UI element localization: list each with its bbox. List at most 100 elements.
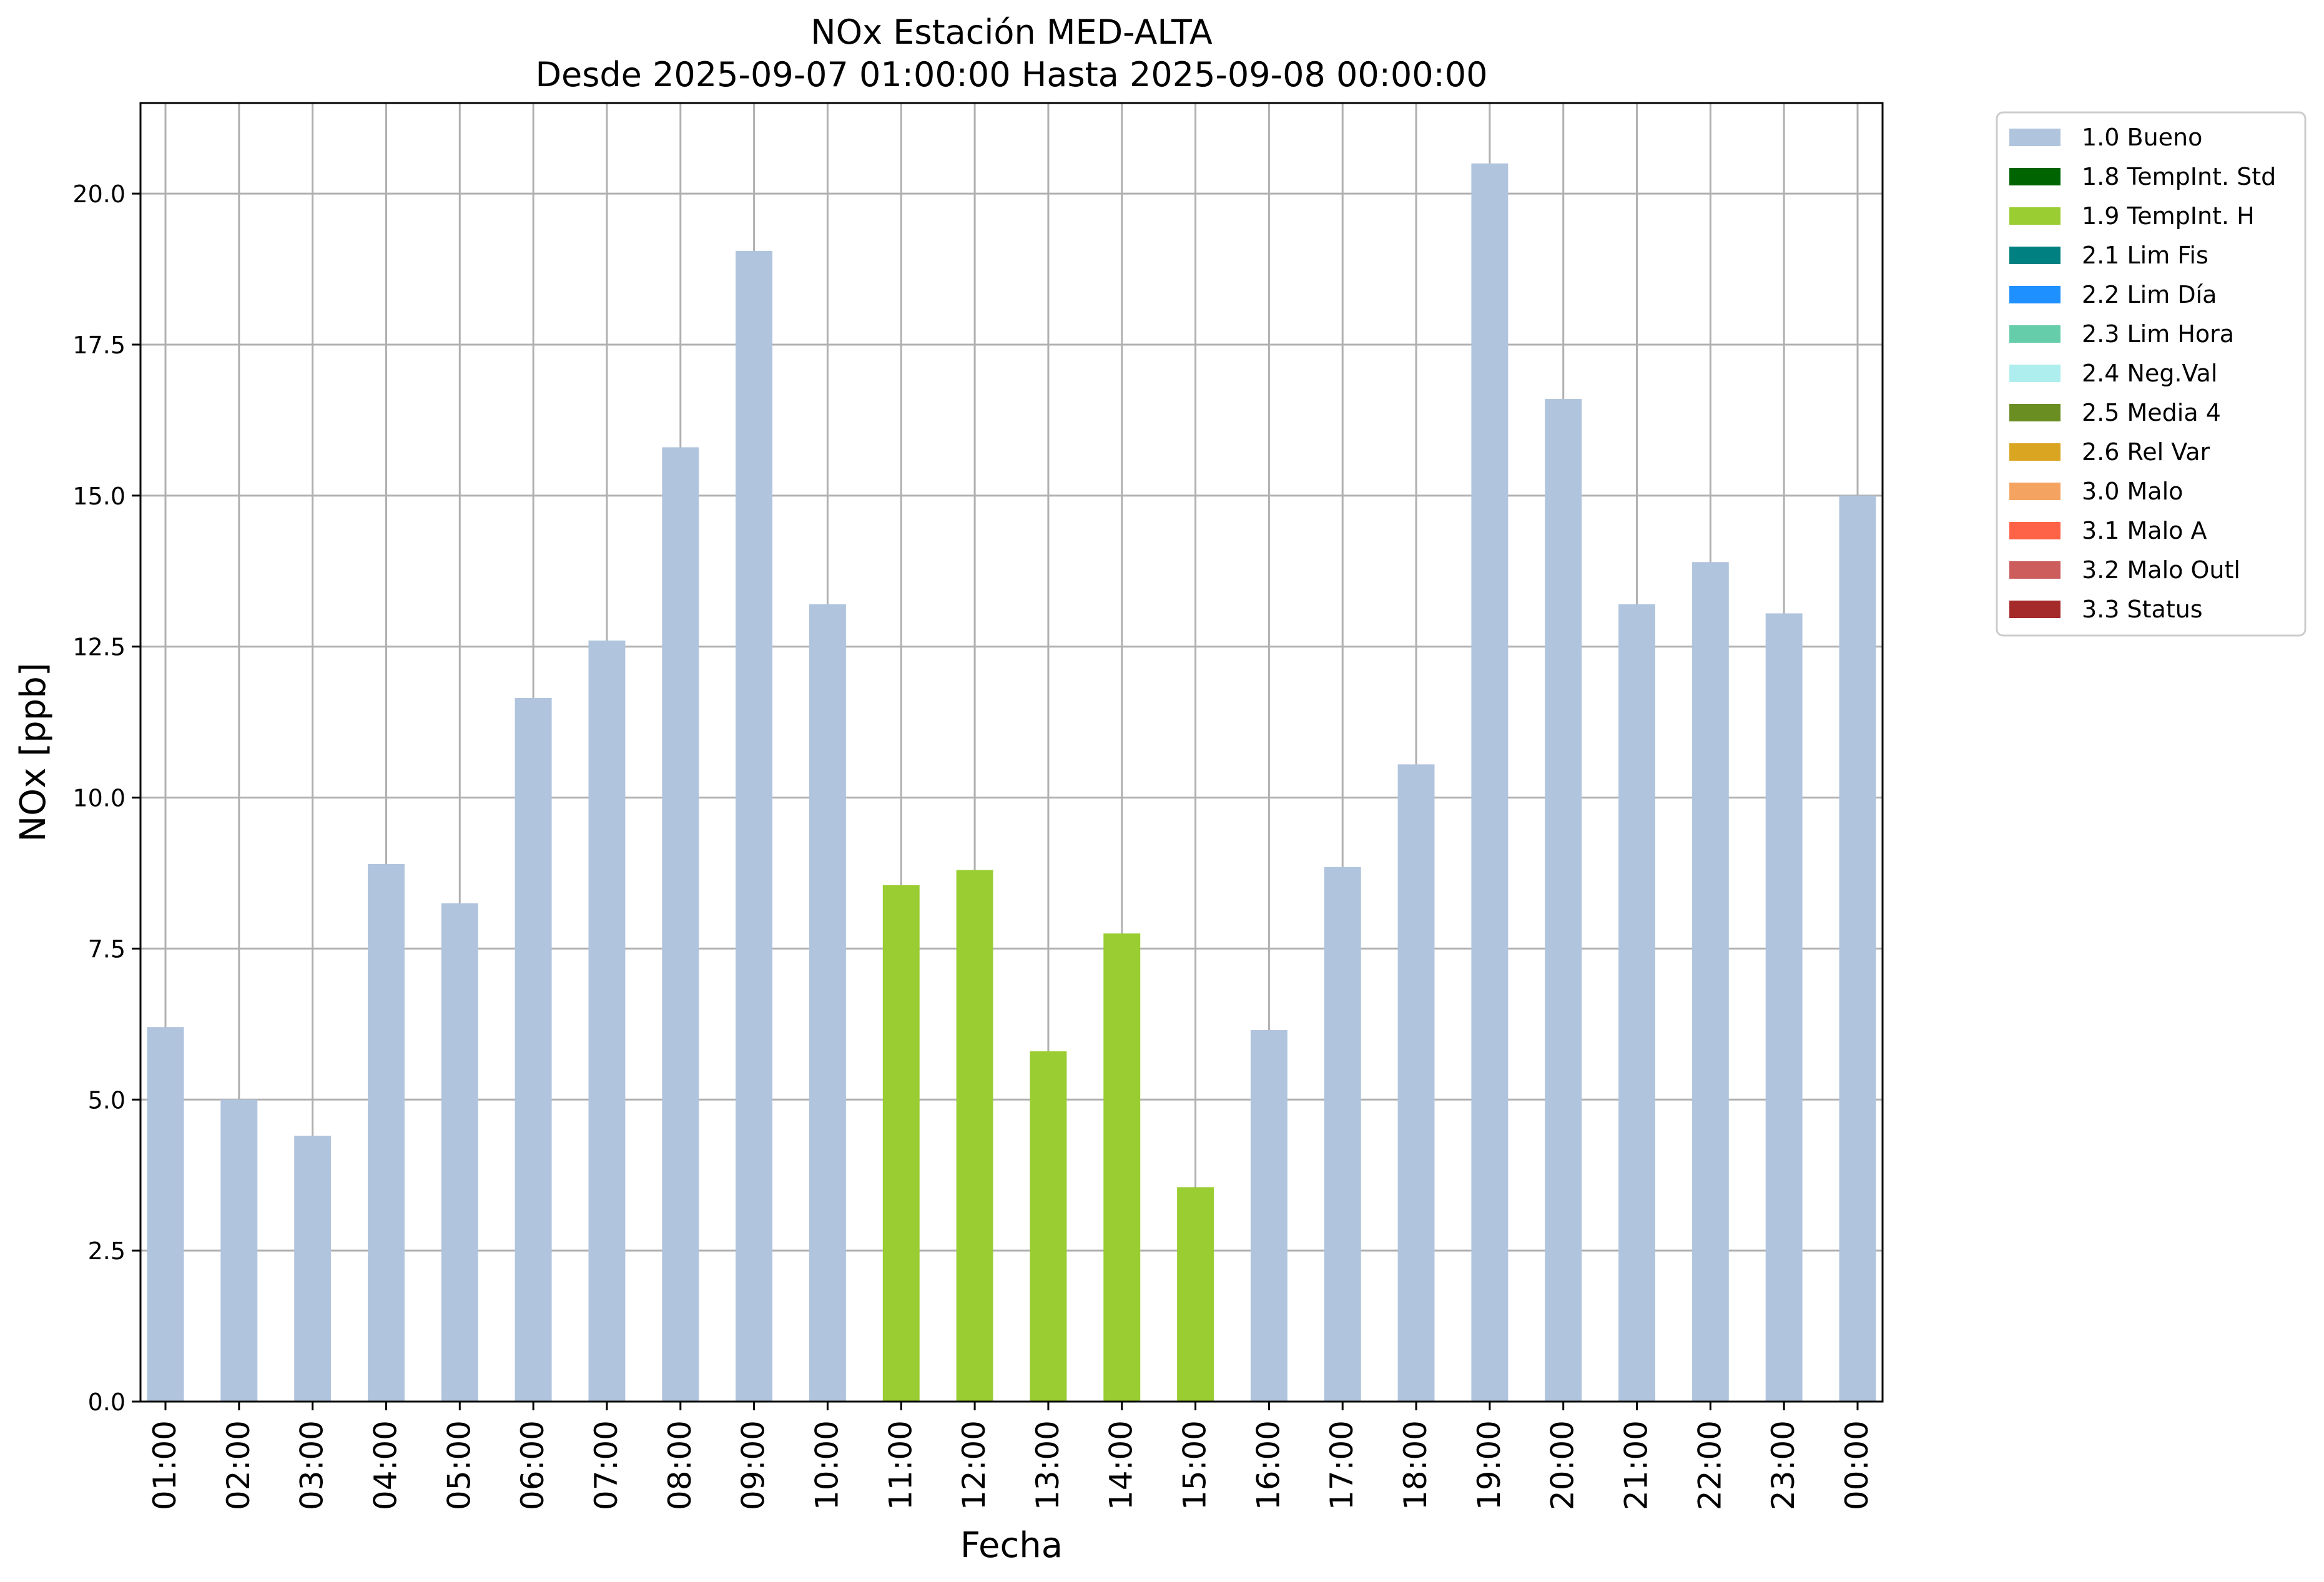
legend-swatch (2009, 365, 2061, 382)
x-tick-label: 08:00 (662, 1420, 698, 1510)
legend-item: 3.0 Malo (2009, 478, 2183, 505)
bar-2000 (1545, 399, 1582, 1402)
legend-swatch (2009, 561, 2061, 579)
legend-item: 2.3 Lim Hora (2009, 320, 2234, 348)
legend-label: 3.1 Malo A (2082, 517, 2207, 544)
x-tick-label: 12:00 (956, 1420, 992, 1510)
legend-items: 1.0 Bueno 1.8 TempInt. Std 1.9 TempInt. H 2… (2009, 124, 2276, 623)
legend-item: 1.8 TempInt. Std (2009, 163, 2276, 190)
x-tick-label: 19:00 (1471, 1420, 1507, 1510)
bar-2100 (1618, 604, 1655, 1402)
x-tick-label: 21:00 (1618, 1420, 1655, 1510)
y-tick-label: 2.5 (88, 1237, 126, 1265)
bar-1400 (1103, 933, 1141, 1402)
legend-label: 2.4 Neg.Val (2082, 360, 2217, 387)
legend-swatch (2009, 207, 2061, 225)
bar-1600 (1250, 1030, 1288, 1402)
bar-2200 (1691, 562, 1729, 1402)
x-tick-label: 13:00 (1030, 1420, 1066, 1510)
legend-label: 2.5 Media 4 (2082, 399, 2221, 426)
bar-2300 (1765, 613, 1803, 1402)
legend-item: 2.2 Lim Día (2009, 281, 2217, 308)
bar-1700 (1324, 867, 1361, 1402)
bars (147, 163, 1876, 1402)
y-tick-label: 7.5 (88, 935, 126, 963)
bar-0100 (147, 1027, 184, 1402)
x-tick-label: 20:00 (1545, 1420, 1581, 1510)
y-tick-label: 20.0 (72, 180, 126, 208)
legend-swatch (2009, 247, 2061, 264)
bar-0300 (294, 1136, 332, 1402)
y-tick-label: 15.0 (72, 483, 126, 510)
chart-subtitle: Desde 2025-09-07 01:00:00 Hasta 2025-09-… (535, 55, 1487, 94)
legend-swatch (2009, 404, 2061, 421)
legend-label: 2.1 Lim Fis (2082, 242, 2208, 269)
bar-1900 (1471, 163, 1509, 1402)
bar-0500 (441, 903, 478, 1402)
legend-item: 2.5 Media 4 (2009, 399, 2221, 426)
y-axis-ticks: 0.0 2.5 5.0 7.5 10.0 12.5 15.0 17.5 20.0 (72, 180, 140, 1416)
bar-0800 (662, 447, 699, 1402)
x-tick-label: 11:00 (882, 1420, 918, 1510)
x-tick-label: 15:00 (1177, 1420, 1213, 1510)
bar-1300 (1030, 1051, 1067, 1402)
legend-item: 3.1 Malo A (2009, 517, 2207, 544)
legend-label: 2.3 Lim Hora (2082, 320, 2234, 348)
x-tick-label: 18:00 (1397, 1420, 1434, 1510)
legend-label: 3.0 Malo (2082, 478, 2183, 505)
legend-frame (1996, 111, 2307, 637)
y-axis-label: NOx [ppb] (13, 662, 54, 842)
x-tick-label: 09:00 (736, 1420, 772, 1510)
legend-item: 3.2 Malo Outl (2009, 556, 2240, 584)
legend-label: 2.2 Lim Día (2082, 281, 2217, 308)
bar-0000 (1839, 495, 1876, 1402)
legend: 1.0 Bueno 1.8 TempInt. Std 1.9 TempInt. H 2… (1996, 111, 2307, 637)
x-tick-label: 22:00 (1691, 1420, 1728, 1510)
bar-1100 (882, 885, 920, 1402)
legend-item: 2.6 Rel Var (2009, 438, 2210, 466)
legend-swatch (2009, 325, 2061, 343)
legend-swatch (2009, 286, 2061, 303)
legend-swatch (2009, 483, 2061, 500)
legend-label: 3.3 Status (2082, 596, 2203, 623)
legend-label: 1.8 TempInt. Std (2082, 163, 2276, 190)
x-tick-label: 23:00 (1765, 1420, 1801, 1510)
legend-item: 2.4 Neg.Val (2009, 360, 2217, 387)
bar-0200 (220, 1099, 258, 1402)
bar-1200 (956, 870, 993, 1402)
bar-0700 (588, 641, 626, 1402)
legend-item: 2.1 Lim Fis (2009, 242, 2208, 269)
y-tick-label: 17.5 (72, 332, 126, 359)
legend-swatch (2009, 443, 2061, 461)
plot-frame (139, 102, 1884, 1403)
x-tick-label: 16:00 (1250, 1420, 1286, 1510)
legend-item: 1.9 TempInt. H (2009, 202, 2255, 230)
bar-0400 (368, 863, 405, 1402)
legend-label: 1.9 TempInt. H (2082, 202, 2255, 230)
legend-swatch (2009, 601, 2061, 618)
y-tick-label: 12.5 (72, 634, 126, 661)
x-tick-label: 17:00 (1324, 1420, 1360, 1510)
legend-swatch (2009, 522, 2061, 539)
y-tick-label: 10.0 (72, 785, 126, 812)
x-tick-label: 14:00 (1103, 1420, 1140, 1510)
legend-swatch (2009, 129, 2061, 146)
x-tick-label: 07:00 (588, 1420, 624, 1510)
x-tick-label: 03:00 (294, 1420, 330, 1510)
legend-label: 3.2 Malo Outl (2082, 556, 2240, 584)
bar-0900 (736, 251, 773, 1402)
bar-1800 (1397, 764, 1435, 1402)
legend-item: 1.0 Bueno (2009, 124, 2202, 151)
legend-label: 2.6 Rel Var (2082, 438, 2210, 466)
x-tick-label: 10:00 (809, 1420, 845, 1510)
x-tick-label: 02:00 (220, 1420, 257, 1510)
x-tick-label: 01:00 (147, 1420, 183, 1510)
y-tick-label: 0.0 (88, 1388, 126, 1416)
x-axis-ticks: 01:00 02:00 03:00 04:00 05:00 06:00 07:00 08:00… (147, 1402, 1875, 1510)
legend-item: 3.3 Status (2009, 596, 2203, 623)
legend-label: 1.0 Bueno (2082, 124, 2202, 151)
legend-swatch (2009, 168, 2061, 185)
x-axis-label: Fecha (960, 1525, 1063, 1566)
bar-1500 (1177, 1187, 1214, 1402)
